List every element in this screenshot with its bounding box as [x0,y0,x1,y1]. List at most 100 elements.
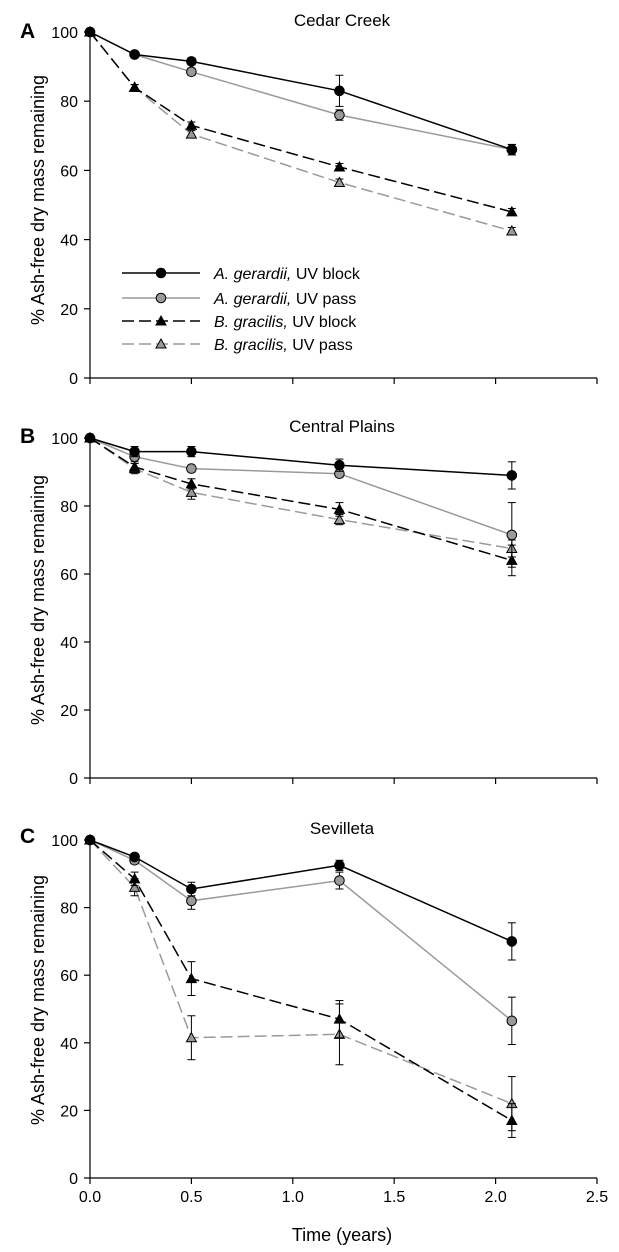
legend-item-bgracilis-uv-pass: B. gracilis, UV pass [122,337,353,354]
panel-a-series-a-gerardii-uv-pass-point [186,66,197,78]
panel-c-series-a-gerardii-uv-pass-point [506,1015,518,1027]
panel-b-y-tick-label: 0 [69,771,78,788]
panel-a-series-a-gerardii-uv-pass-line [89,31,512,151]
panel-a-series-b-gracilis-uv-block-point [84,25,96,37]
legend-item-agerardii-uv-pass: A. gerardii, UV pass [122,291,356,308]
panel-b-series-a-gerardii-uv-block-point [129,446,140,457]
panel-c-series-b-gracilis-uv-block-point [128,872,141,884]
panel-c-x-tick-label: 1.0 [282,1189,304,1206]
svg-text:B. gracilis, UV pass: B. gracilis, UV pass [214,337,353,354]
legend-treatment-4: UV pass [288,337,353,354]
panel-b-series-b-gracilis-uv-pass-line [89,437,512,550]
panel-c-series-a-gerardii-uv-block-point [334,860,345,871]
panel-b-series-a-gerardii-uv-block-point [186,446,197,457]
svg-text:B. gracilis, UV block: B. gracilis, UV block [214,314,357,331]
svg-text:A. gerardii, UV pass: A. gerardii, UV pass [213,291,356,308]
panel-c-series-b-gracilis-uv-pass-point [128,881,141,892]
panel-a-series-a-gerardii-uv-block-point [186,56,197,67]
panel-b-series-a-gerardii-uv-pass-point [186,463,197,474]
panel-c-series-b-gracilis-uv-block-point [333,1013,346,1024]
panel-a-series-b-gracilis-uv-block-point [128,81,141,92]
panel-letter-a: A [20,20,35,43]
y-axis-label-b: % Ash-free dry mass remaining [28,475,48,725]
panel-c-x-tick-label: 0.5 [180,1189,202,1206]
panel-c-series-b-gracilis-uv-block-line [89,839,513,1122]
legend-species-1: A. gerardii, [213,266,291,283]
legend-species-3: B. gracilis, [214,314,288,331]
panel-a-series-a-gerardii-uv-block-point [506,144,518,155]
panel-a-series-a-gerardii-uv-block-point [334,85,345,97]
panel-a-series-b-gracilis-uv-pass-point [333,176,346,188]
legend-treatment-1: UV block [291,266,360,283]
panel-c-x-tick-label: 2.0 [484,1189,506,1206]
panel-c-y-tick-label: 60 [60,968,78,985]
panel-b-title: Central Plains [289,417,395,436]
panel-a-series-b-gracilis-uv-block-point [333,160,346,172]
panel-c-y-tick-label: 100 [51,833,78,850]
panel-c-series-b-gracilis-uv-pass-point [185,1031,198,1043]
panel-a-series-b-gracilis-uv-block-point [505,205,518,217]
panel-a-series-a-gerardii-uv-block-line [89,31,513,151]
panel-b-y-tick-label: 100 [51,431,78,448]
panel-a-y-tick-label: 80 [60,94,78,111]
panel-a-series-a-gerardii-uv-pass-point [334,109,345,121]
panel-b-y-tick-label: 40 [60,635,78,652]
panel-a-series-b-gracilis-uv-pass-point [505,224,518,236]
panel-c-series-a-gerardii-uv-pass-point [186,895,197,907]
panel-letter-c: C [20,825,35,848]
panel-a-y-tick-label: 20 [60,302,78,319]
panel-b-series-b-gracilis-uv-block-point [84,431,96,443]
panel-b-y-tick-label: 60 [60,567,78,584]
panel-central-plains: 0 20 40 60 80 100 Central Plains [51,417,598,788]
panel-sevilleta: 0 20 40 60 80 100 0.0 0.5 1.0 1.5 2.0 2.5 Sevilleta [51,819,608,1206]
panel-c-series-b-gracilis-uv-pass-line [89,839,513,1105]
panel-c-series-b-gracilis-uv-block-point [185,972,198,984]
panel-b-series-a-gerardii-uv-block-line [89,437,512,477]
y-axis-label-c: % Ash-free dry mass remaining [28,875,48,1125]
panel-c-x-tick-label: 2.5 [586,1189,608,1206]
panel-a-series-b-gracilis-uv-pass-point [185,128,198,139]
legend-item-bgracilis-uv-block: B. gracilis, UV block [122,314,357,331]
panel-a-y-tick-label: 60 [60,163,78,180]
panel-b-series-b-gracilis-uv-block-point [185,477,198,489]
panel-a-y-tick-label: 100 [51,25,78,42]
panel-b-series-a-gerardii-uv-block-point [506,470,518,481]
panel-b-series-a-gerardii-uv-pass-point [506,529,518,541]
legend-item-agerardii-uv-block: A. gerardii, UV block [122,266,361,283]
y-axis-label-a: % Ash-free dry mass remaining [28,75,48,325]
panel-c-series-a-gerardii-uv-pass-point [334,875,345,886]
legend-species-4: B. gracilis, [214,337,288,354]
panel-c-y-tick-label: 0 [69,1171,78,1188]
panel-b-series-b-gracilis-uv-pass-point [333,513,346,525]
legend: A. gerardii, UV block A. gerardii, UV pa… [122,266,361,354]
panel-c-series-a-gerardii-uv-block-point [129,851,140,863]
panel-b-series-b-gracilis-uv-pass-point [185,486,198,497]
panel-c-y-tick-label: 40 [60,1036,78,1053]
panel-c-series-a-gerardii-uv-block-point [506,936,518,947]
x-axis-label: Time (years) [292,1225,392,1245]
panel-b-series-b-gracilis-uv-block-point [505,554,518,565]
panel-a-series-b-gracilis-uv-block-line [89,31,512,213]
legend-treatment-2: UV pass [291,291,356,308]
panel-c-series-b-gracilis-uv-block-point [84,833,96,845]
panel-b-series-b-gracilis-uv-block-line [89,437,513,562]
panel-a-series-a-gerardii-uv-block-point [129,49,140,60]
panel-letter-b: B [20,425,35,448]
panel-a-series-b-gracilis-uv-pass-line [89,31,513,232]
panel-a-title: Cedar Creek [294,11,391,30]
panel-b-series-a-gerardii-uv-block-point [334,459,345,471]
panel-c-x-tick-label: 1.5 [383,1189,405,1206]
panel-c-x-tick-label: 0.0 [79,1189,101,1206]
panel-a-series-b-gracilis-uv-block-point [185,119,198,130]
legend-treatment-3: UV block [288,314,357,331]
panel-c-series-b-gracilis-uv-block-point [505,1114,518,1126]
panel-c-y-tick-label: 80 [60,901,78,918]
panel-c-y-tick-label: 20 [60,1103,78,1120]
panel-b-series-a-gerardii-uv-pass-line [89,437,513,536]
panel-b-series-b-gracilis-uv-block-point [128,460,141,472]
legend-species-2: A. gerardii, [213,291,291,308]
panel-b-y-tick-label: 80 [60,499,78,516]
panel-b-y-tick-label: 20 [60,703,78,720]
panel-a-y-tick-label: 40 [60,233,78,250]
